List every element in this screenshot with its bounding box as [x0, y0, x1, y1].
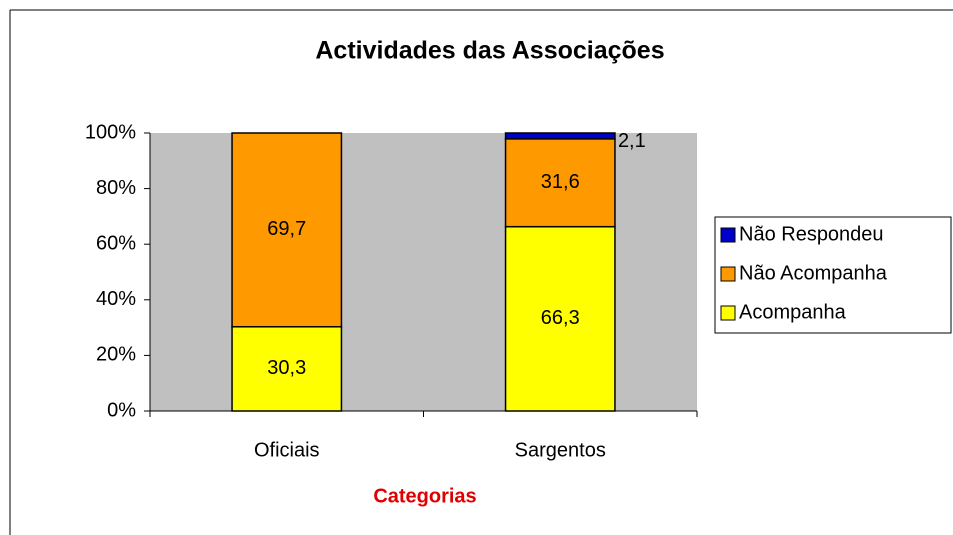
legend-box: [714, 216, 952, 334]
y-tick-label: 0%: [107, 399, 136, 421]
bar-segment: [504, 225, 616, 412]
legend-swatch: [720, 227, 736, 243]
legend-swatch: [720, 266, 736, 282]
y-tick-label: 100%: [85, 121, 136, 143]
data-label: 69,7: [267, 218, 306, 240]
y-tick-label: 20%: [96, 344, 136, 366]
bar-segment: [231, 132, 343, 328]
data-label: 31,6: [541, 171, 580, 193]
data-label: 66,3: [541, 307, 580, 329]
data-label: 30,3: [267, 357, 306, 379]
legend-swatch: [720, 305, 736, 321]
bar-segment: [231, 326, 343, 412]
y-tick-label: 60%: [96, 232, 136, 254]
x-tick-label: Oficiais: [254, 439, 320, 461]
bar-segment: [504, 132, 616, 140]
x-tick-label: Sargentos: [515, 439, 606, 461]
bar-segment: [504, 138, 616, 228]
y-tick-label: 40%: [96, 288, 136, 310]
legend-label: Acompanha: [739, 301, 847, 323]
legend-label: Não Acompanha: [739, 262, 888, 284]
data-label: 2,1: [618, 130, 646, 152]
y-tick-label: 80%: [96, 177, 136, 199]
legend-label: Não Respondeu: [739, 223, 884, 245]
chart-title: Actividades das Associações: [315, 37, 664, 65]
x-axis-label: Categorias: [373, 485, 476, 507]
